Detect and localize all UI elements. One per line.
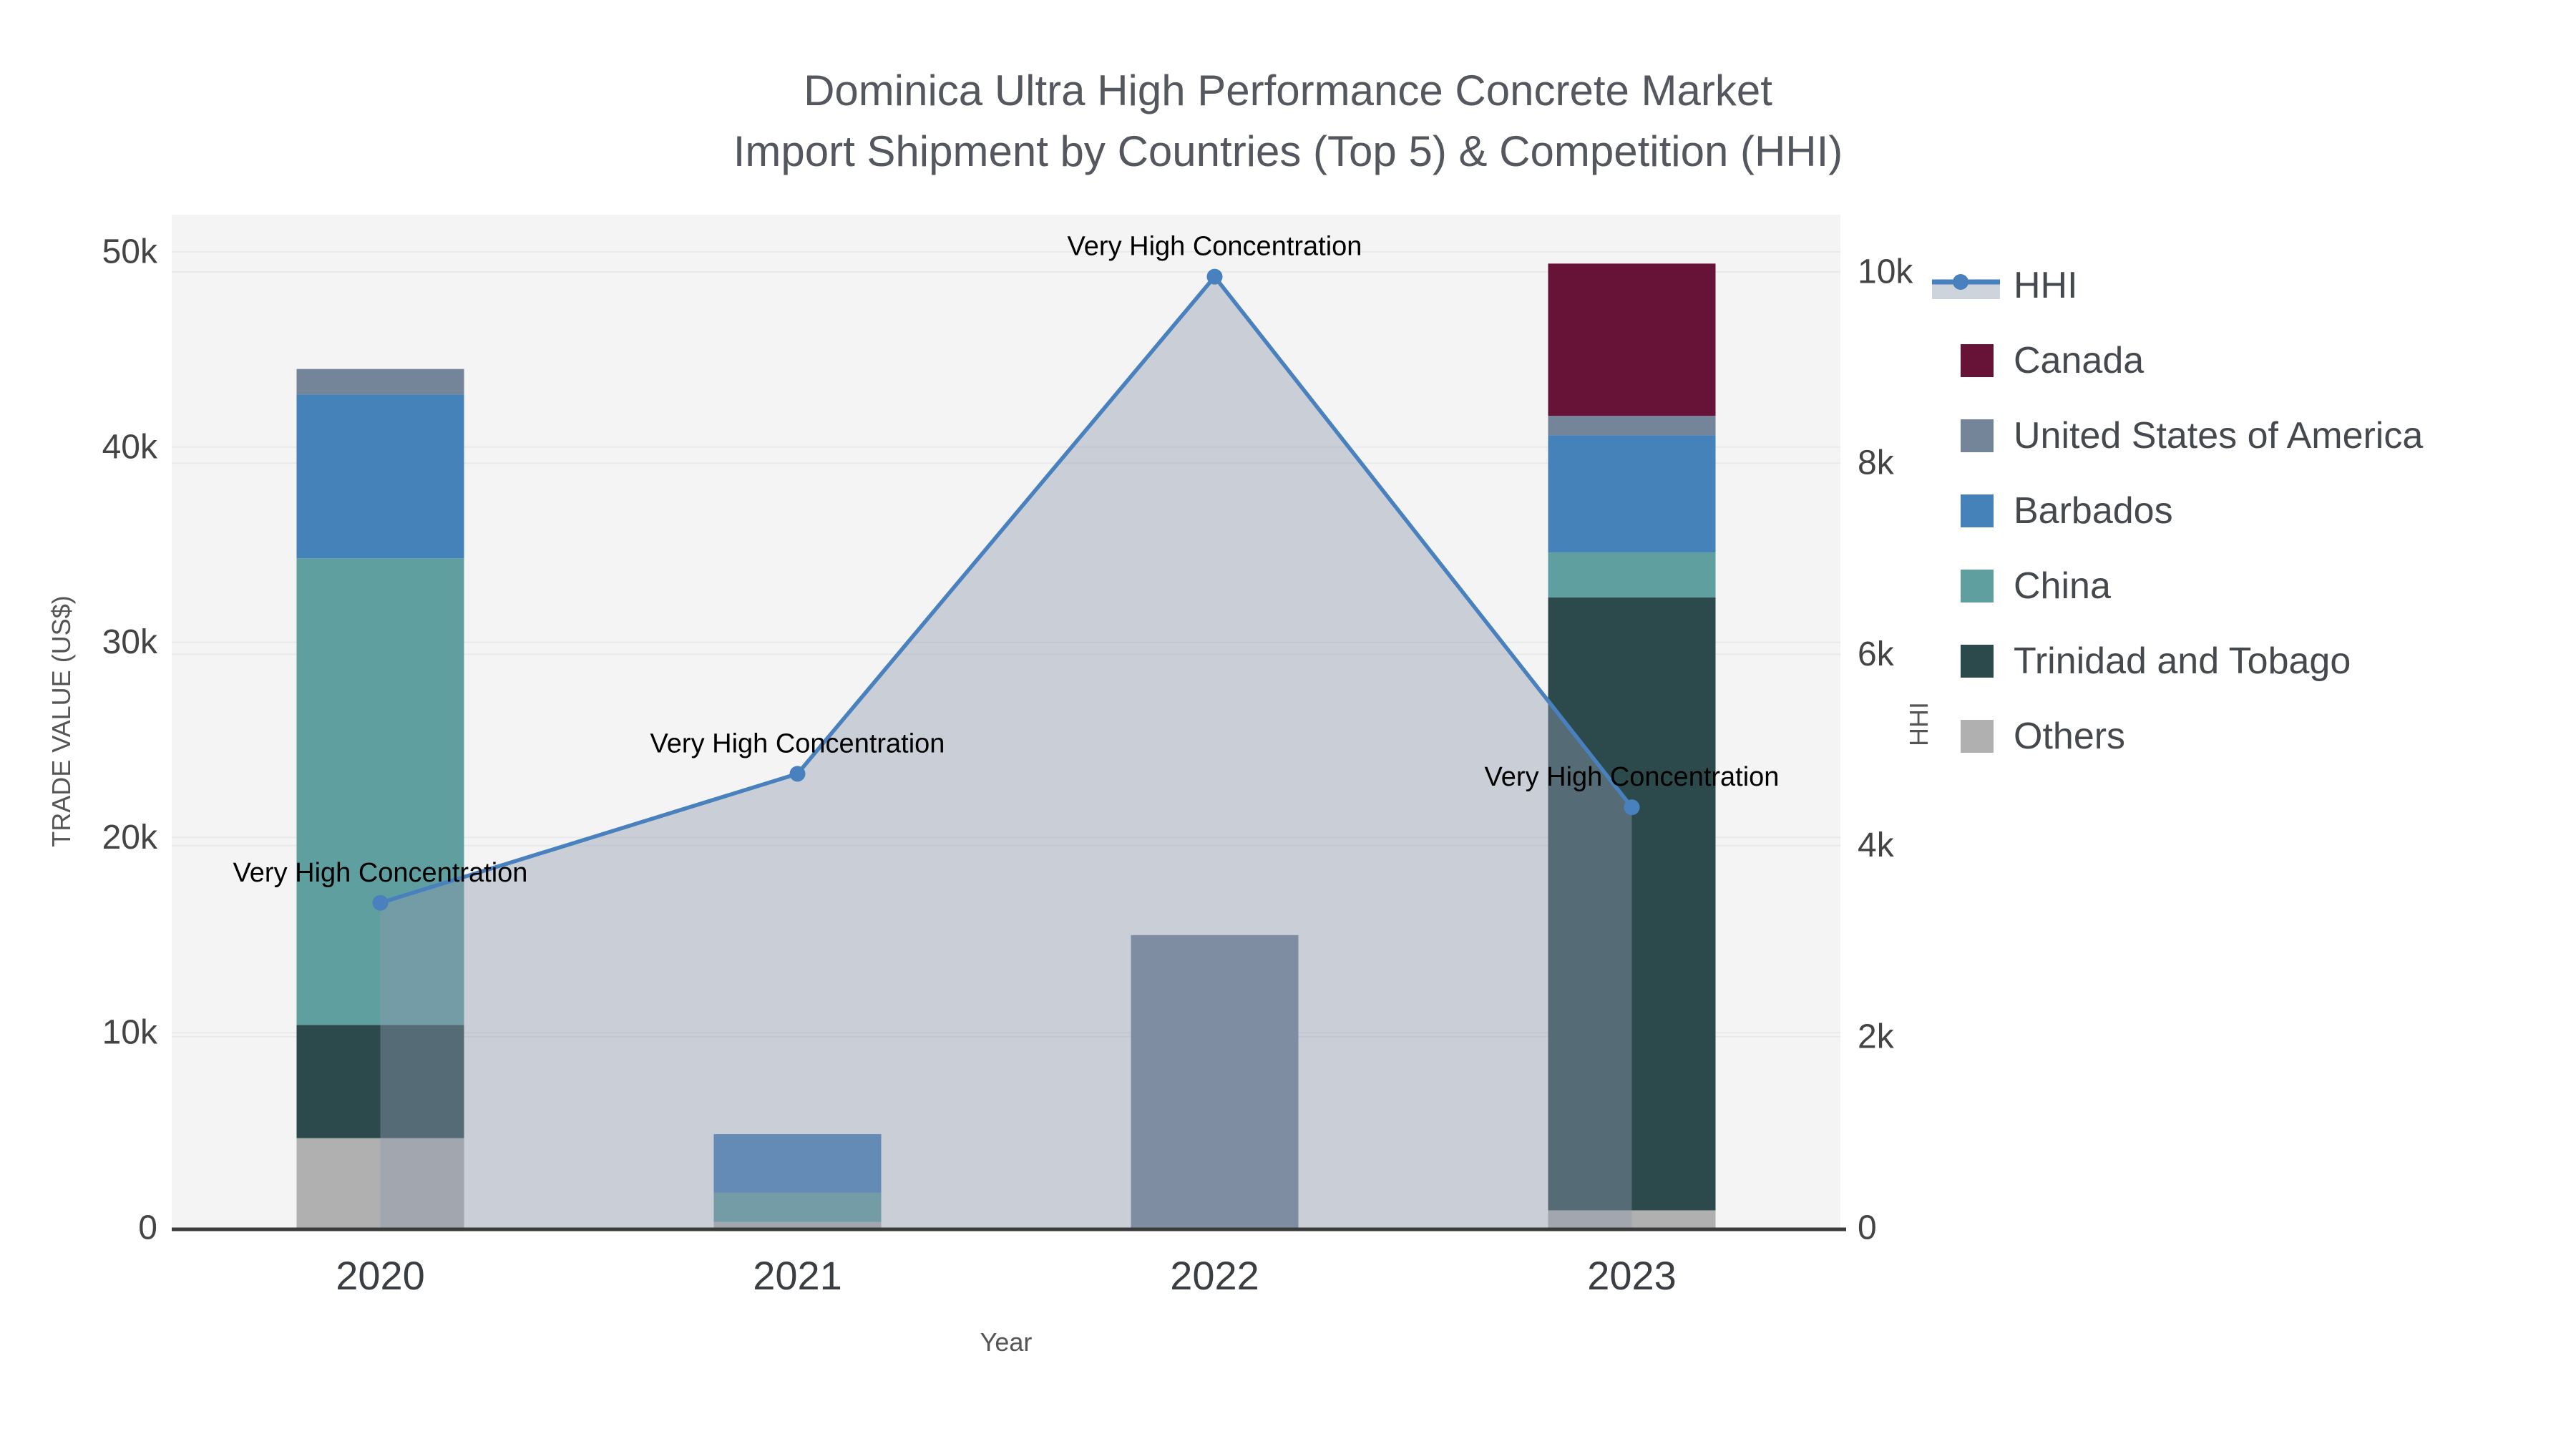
legend-swatch-canada	[1932, 343, 2014, 377]
x-axis-tick-2022: 2022	[1170, 1253, 1259, 1298]
left-axis-tick: 30k	[102, 623, 158, 661]
legend-swatch-china	[1932, 569, 2014, 602]
legend-item-united-states-of-america[interactable]: United States of America	[1932, 398, 2423, 473]
legend-swatch-others	[1932, 719, 2014, 753]
hhi-area-fill	[380, 276, 1632, 1229]
legend-swatch-united-states-of-america	[1932, 419, 2014, 452]
legend-item-hhi[interactable]: HHI	[1932, 248, 2423, 323]
bar-segment-trinidad-and-tobago-2023[interactable]	[1548, 597, 1716, 1211]
legend-label-others: Others	[2014, 715, 2126, 757]
annotation-2022: Very High Concentration	[1068, 232, 1362, 262]
legend-label-canada: Canada	[2014, 339, 2145, 381]
x-axis-title: Year	[980, 1327, 1033, 1357]
right-axis-tick: 6k	[1858, 635, 1895, 673]
hhi-marker-2021[interactable]	[789, 766, 806, 782]
left-axis-tick: 20k	[102, 819, 158, 857]
legend-label-hhi: HHI	[2014, 264, 2078, 306]
chart-title-line-1: Dominica Ultra High Performance Concrete…	[804, 67, 1772, 114]
hhi-line	[379, 274, 1634, 905]
hhi-marker-2020[interactable]	[372, 894, 389, 911]
bar-segment-united-states-of-america-2020[interactable]	[296, 369, 464, 395]
legend-swatch-barbados	[1932, 494, 2014, 527]
left-axis-tick: 0	[138, 1209, 157, 1247]
bar-segment-others-2021[interactable]	[713, 1221, 882, 1228]
legend-item-canada[interactable]: Canada	[1932, 323, 2423, 398]
bar-segment-canada-2023[interactable]	[1548, 263, 1716, 416]
right-axis-tick: 2k	[1858, 1018, 1895, 1055]
x-axis-tick-2020: 2020	[336, 1253, 425, 1298]
bar-segment-china-2020[interactable]	[296, 558, 464, 1025]
bar-segment-barbados-2021[interactable]	[713, 1134, 882, 1193]
legend-item-others[interactable]: Others	[1932, 698, 2423, 774]
bars-group	[296, 263, 1716, 1228]
tick-labels: 0 10k 20k 30k 40k 50k 0 2k 4k 6k 8k 10k 2020 2021 2022…	[102, 233, 1914, 1299]
right-axis-tick: 0	[1858, 1209, 1877, 1247]
left-axis-tick: 40k	[102, 428, 158, 466]
right-axis-tick: 4k	[1858, 826, 1895, 864]
bar-segment-trinidad-and-tobago-2020[interactable]	[296, 1025, 464, 1138]
bar-segment-barbados-2020[interactable]	[296, 394, 464, 559]
right-axis-tick: 10k	[1858, 253, 1913, 291]
legend-label-china: China	[2014, 565, 2111, 607]
bar-segment-china-2021[interactable]	[713, 1192, 882, 1222]
legend-swatch-trinidad-and-tobago	[1932, 644, 2014, 678]
hhi-marker-2023[interactable]	[1624, 799, 1640, 816]
legend-label-united-states-of-america: United States of America	[2014, 414, 2424, 457]
bar-segment-others-2023[interactable]	[1548, 1210, 1716, 1228]
legend-label-barbados: Barbados	[2014, 489, 2173, 532]
annotations: Very High Concentration Very High Concent…	[233, 232, 1780, 888]
bar-segment-barbados-2023[interactable]	[1548, 435, 1716, 553]
hhi-marker-2022[interactable]	[1206, 268, 1223, 285]
legend-label-trinidad-and-tobago: Trinidad and Tobago	[2014, 640, 2351, 682]
left-axis-tick: 50k	[102, 233, 158, 271]
annotation-2023: Very High Concentration	[1485, 762, 1780, 792]
right-axis-title: HHI	[1904, 702, 1933, 746]
chart-title-line-2: Import Shipment by Countries (Top 5) & C…	[733, 127, 1843, 176]
legend: HHI Canada United States of America Barbado…	[1932, 248, 2423, 774]
bar-segment-others-2020[interactable]	[296, 1138, 464, 1228]
annotation-2021: Very High Concentration	[650, 728, 945, 758]
hhi-line-icon	[1932, 268, 2014, 303]
left-axis-title: TRADE VALUE (US$)	[47, 595, 76, 847]
bar-segment-united-states-of-america-2022[interactable]	[1131, 935, 1299, 1228]
bar-segment-united-states-of-america-2023[interactable]	[1548, 416, 1716, 436]
left-axis-tick: 10k	[102, 1014, 158, 1052]
x-axis-tick-2023: 2023	[1587, 1253, 1677, 1298]
chart-title: Dominica Ultra High Performance Concrete…	[0, 60, 2576, 182]
annotation-2020: Very High Concentration	[233, 858, 528, 888]
x-axis-tick-2021: 2021	[753, 1253, 842, 1298]
legend-item-china[interactable]: China	[1932, 548, 2423, 623]
bar-segment-china-2023[interactable]	[1548, 552, 1716, 597]
legend-item-barbados[interactable]: Barbados	[1932, 473, 2423, 548]
legend-item-trinidad-and-tobago[interactable]: Trinidad and Tobago	[1932, 623, 2423, 698]
right-axis-tick: 8k	[1858, 444, 1895, 482]
